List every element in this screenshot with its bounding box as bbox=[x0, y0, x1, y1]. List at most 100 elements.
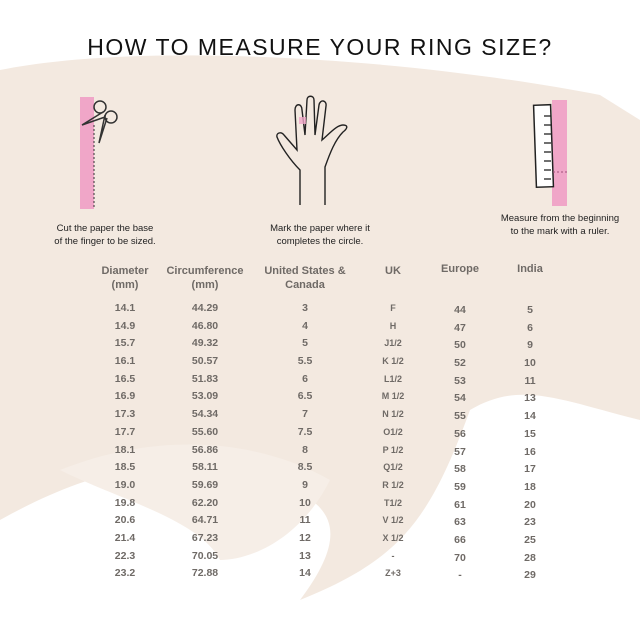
table-cell: 9 bbox=[302, 478, 308, 491]
table-cell: 28 bbox=[524, 551, 536, 564]
table-cell: 23 bbox=[524, 516, 536, 529]
table-cell: 53.09 bbox=[191, 390, 219, 403]
table-cell: H bbox=[389, 320, 397, 331]
table-cell: 16.5 bbox=[114, 372, 136, 385]
column-header: UK bbox=[363, 264, 423, 300]
table-cell: 10 bbox=[299, 496, 311, 509]
table-cell: 66 bbox=[454, 533, 466, 546]
table-cell: R 1/2 bbox=[382, 479, 404, 490]
caption-line: Measure from the beginning bbox=[500, 213, 620, 224]
table-cell: 4 bbox=[302, 319, 308, 332]
table-cell: 20.6 bbox=[114, 514, 136, 527]
step-2-caption: Mark the paper where it completes the ci… bbox=[245, 222, 395, 248]
table-cell: 47 bbox=[454, 321, 466, 334]
table-cell: 18.1 bbox=[114, 443, 136, 456]
table-cell: 19.8 bbox=[114, 496, 136, 509]
table-cell: 14 bbox=[299, 567, 311, 580]
table-cell: 8 bbox=[302, 443, 308, 456]
table-cell: 29 bbox=[524, 569, 536, 582]
caption-line: of the finger to be sized. bbox=[54, 236, 156, 247]
table-cell: 59 bbox=[454, 480, 466, 493]
scissors-paper-icon bbox=[80, 97, 118, 209]
table-cell: 5 bbox=[302, 337, 308, 350]
table-cell: 7.5 bbox=[297, 425, 313, 438]
table-cell: 55 bbox=[454, 410, 466, 423]
table-cell: 9 bbox=[527, 339, 533, 352]
table-cell: 13 bbox=[524, 392, 536, 405]
table-cell: 44 bbox=[454, 304, 466, 316]
table-cell: 23.2 bbox=[114, 567, 136, 580]
ruler-icon bbox=[532, 100, 567, 206]
table-cell: 18.5 bbox=[114, 461, 136, 474]
table-cell: 67.23 bbox=[191, 531, 219, 544]
table-cell: T1/2 bbox=[383, 497, 402, 508]
column-diameter: Diameter (mm) 14.1 14.9 15.7 16.1 16.5 16.9 17.3… bbox=[85, 264, 165, 583]
table-cell: 8.5 bbox=[297, 461, 313, 474]
column-europe: Europe 44 47 50 52 53 54 55 56 57 58 59 61 63 66 70 - bbox=[430, 262, 490, 585]
table-cell: 12 bbox=[299, 531, 311, 544]
table-cell: 55.60 bbox=[191, 425, 219, 438]
column-india: India 5 6 9 10 11 13 14 15 16 17 18 20 23 25 28 29 bbox=[500, 262, 560, 585]
table-cell: 70 bbox=[454, 551, 466, 564]
table-cell: 59.69 bbox=[191, 478, 219, 491]
table-cell: 6 bbox=[302, 372, 308, 385]
caption-line: Cut the paper the base bbox=[56, 223, 154, 234]
page-title: HOW TO MEASURE YOUR RING SIZE? bbox=[87, 34, 553, 60]
table-cell: 54.34 bbox=[191, 408, 219, 421]
table-cell: X 1/2 bbox=[382, 532, 404, 543]
table-cell: 17.7 bbox=[114, 425, 136, 438]
table-cell: 16 bbox=[524, 445, 536, 458]
table-cell: 14 bbox=[524, 410, 536, 423]
table-cell: L1/2 bbox=[383, 373, 402, 384]
table-cell: 17 bbox=[524, 463, 536, 476]
table-cell: 10 bbox=[524, 357, 536, 370]
table-cell: 54 bbox=[454, 392, 466, 405]
table-cell: 6.5 bbox=[297, 390, 313, 403]
table-cell: 22.3 bbox=[114, 549, 136, 562]
table-cell: 72.88 bbox=[191, 567, 219, 580]
header-line: (mm) bbox=[111, 279, 139, 291]
table-cell: 52 bbox=[454, 357, 466, 370]
table-cell: 49.32 bbox=[191, 337, 219, 350]
table-cell: 7 bbox=[302, 408, 308, 421]
table-cell: 11 bbox=[524, 374, 536, 387]
table-cell: 58.11 bbox=[192, 461, 218, 474]
table-cell: 58 bbox=[454, 463, 466, 476]
table-cell: 56.86 bbox=[191, 443, 219, 456]
table-cell: - bbox=[391, 550, 395, 561]
table-cell: 17.3 bbox=[114, 408, 136, 421]
table-cell: 14.9 bbox=[114, 319, 136, 332]
table-cell: 6 bbox=[527, 321, 533, 334]
table-cell: K 1/2 bbox=[382, 356, 404, 367]
column-header: Circumference (mm) bbox=[155, 264, 255, 300]
table-cell: 3 bbox=[302, 302, 308, 314]
table-cell: M 1/2 bbox=[381, 391, 405, 402]
table-cell: 51.83 bbox=[191, 372, 219, 385]
table-cell: 13 bbox=[299, 549, 311, 562]
caption-line: to the mark with a ruler. bbox=[510, 226, 610, 237]
table-cell: 14.1 bbox=[114, 302, 136, 314]
table-cell: 63 bbox=[454, 516, 466, 529]
table-cell: N 1/2 bbox=[382, 409, 404, 420]
header-line: United States & bbox=[264, 265, 346, 277]
table-cell: 62.20 bbox=[191, 496, 219, 509]
header-line: Europe bbox=[441, 263, 479, 275]
table-cell: F bbox=[390, 303, 396, 313]
table-cell: 56 bbox=[454, 427, 466, 440]
column-header: Europe bbox=[430, 262, 490, 302]
column-header: Diameter (mm) bbox=[85, 264, 165, 300]
caption-line: Mark the paper where it bbox=[270, 223, 370, 234]
column-us-canada: United States & Canada 3 4 5 5.5 6 6.5 7 7.5 8 8.5 9… bbox=[250, 264, 360, 583]
table-cell: 16.1 bbox=[114, 355, 136, 368]
table-cell: 15 bbox=[524, 427, 536, 440]
table-cell: 18 bbox=[524, 480, 536, 493]
table-cell: - bbox=[458, 569, 462, 582]
table-cell: 5.5 bbox=[297, 355, 313, 368]
table-cell: 25 bbox=[524, 533, 536, 546]
column-header: United States & Canada bbox=[250, 264, 360, 300]
table-cell: 53 bbox=[454, 374, 466, 387]
table-cell: 44.29 bbox=[191, 302, 219, 314]
table-cell: 64.71 bbox=[191, 514, 219, 527]
table-cell: V 1/2 bbox=[382, 515, 404, 526]
